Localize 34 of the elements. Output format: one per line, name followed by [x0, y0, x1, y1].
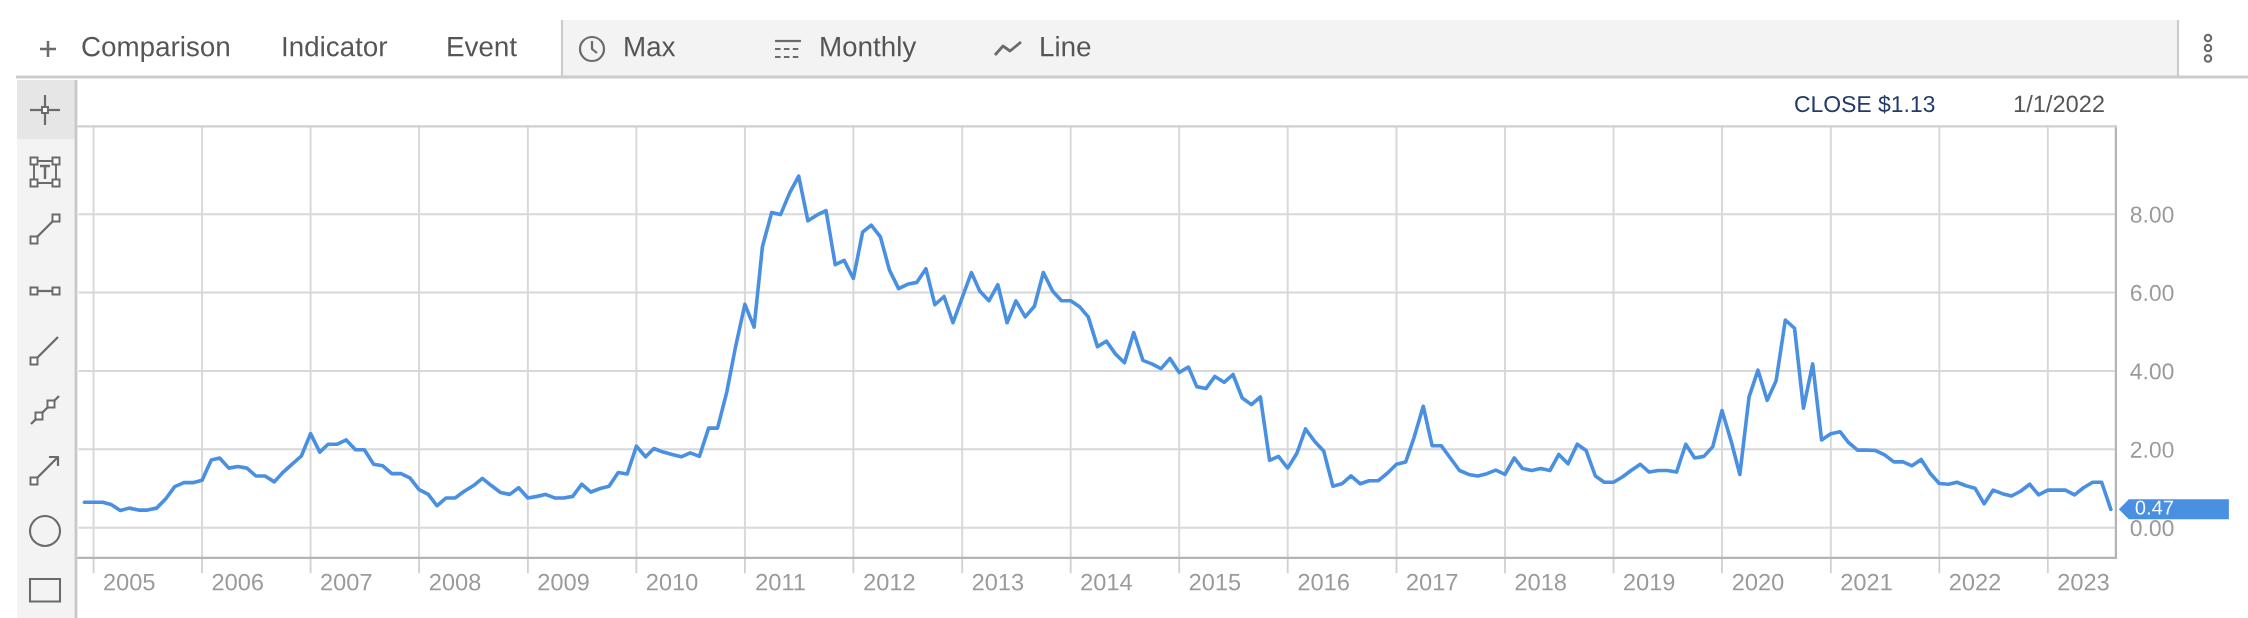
y-tick-label: 6.00: [2130, 284, 2174, 302]
x-tick-label: 2007: [321, 573, 372, 591]
x-tick-label: 2009: [538, 573, 589, 591]
x-tick-label: 2021: [1841, 573, 1892, 591]
text: 1/1/2022: [2014, 95, 2104, 113]
x-tick-label: 2014: [1081, 573, 1132, 591]
x-tick-label: 2010: [646, 573, 698, 591]
x-tick-label: 2013: [972, 573, 1024, 591]
text: Monthly: [821, 36, 917, 62]
y-tick-label: 2.00: [2130, 441, 2174, 458]
y-tick-label: 0.00: [2130, 520, 2174, 537]
x-tick-label: 2006: [212, 573, 263, 591]
x-tick-label: 2008: [429, 573, 481, 591]
x-tick-label: 2017: [1407, 573, 1458, 591]
x-tick-label: 2022: [1949, 573, 2001, 591]
x-tick-label: 2023: [2058, 573, 2109, 591]
text: Indicator: [283, 36, 388, 57]
y-tick-label: 4.00: [2130, 363, 2174, 380]
x-tick-label: 2011: [756, 573, 805, 591]
annotation: 0.47: [2135, 500, 2174, 515]
line-series: [82, 174, 2113, 513]
x-tick-label: 2012: [864, 573, 915, 591]
x-tick-label: 2015: [1189, 573, 1241, 591]
text: Event: [448, 37, 517, 57]
text: Comparison: [82, 36, 229, 62]
text: Max: [625, 37, 676, 57]
x-tick-label: 2020: [1732, 573, 1784, 591]
x-tick-label: 2005: [104, 573, 155, 591]
text: CLOSE $1.13: [1795, 94, 1935, 114]
x-tick-label: 2018: [1515, 573, 1566, 591]
text: Line: [1041, 36, 1091, 57]
x-tick-label: 2019: [1624, 573, 1675, 591]
y-tick-label: 8.00: [2130, 206, 2174, 223]
x-tick-label: 2016: [1298, 573, 1349, 591]
